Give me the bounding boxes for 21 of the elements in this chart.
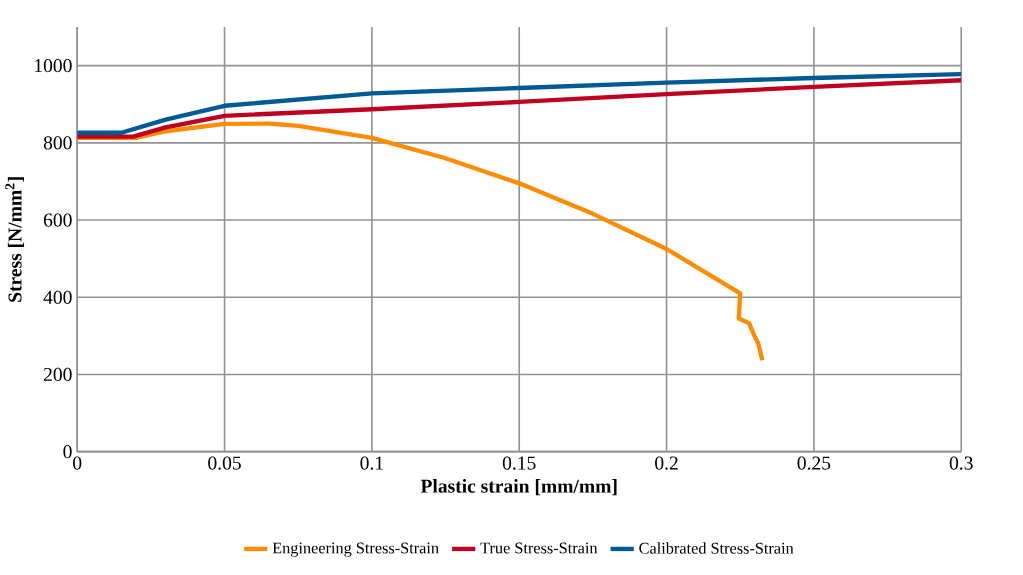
y-tick-label: 0	[63, 444, 72, 459]
y-tick-label: 1000	[35, 58, 72, 73]
y-tick-label: 200	[43, 367, 72, 381]
x-tick-label: 0.15	[502, 456, 536, 470]
y-tick-label: 800	[43, 136, 72, 150]
x-tick-label: 0.2	[655, 456, 678, 470]
legend-label: Calibrated Stress-Strain	[639, 542, 794, 554]
x-tick-label: 0.05	[208, 456, 241, 470]
x-tick-label: 0.1	[360, 456, 383, 470]
legend-label: True Stress-Strain	[480, 542, 598, 554]
legend-label: Engineering Stress-Strain	[272, 542, 439, 557]
x-tick-label: 0.3	[949, 456, 973, 470]
y-axis-title: Stress [N/mm$^{2}$]	[5, 177, 25, 302]
x-axis-title: Plastic strain [mm/mm]	[420, 478, 617, 496]
line-series	[77, 71, 962, 135]
x-tick-label: 0	[73, 456, 82, 470]
x-tick-label: 0.25	[797, 456, 831, 470]
line-series	[77, 121, 765, 363]
line-series	[77, 78, 962, 139]
y-tick-label: 400	[43, 290, 72, 304]
y-tick-label: 600	[43, 213, 72, 227]
